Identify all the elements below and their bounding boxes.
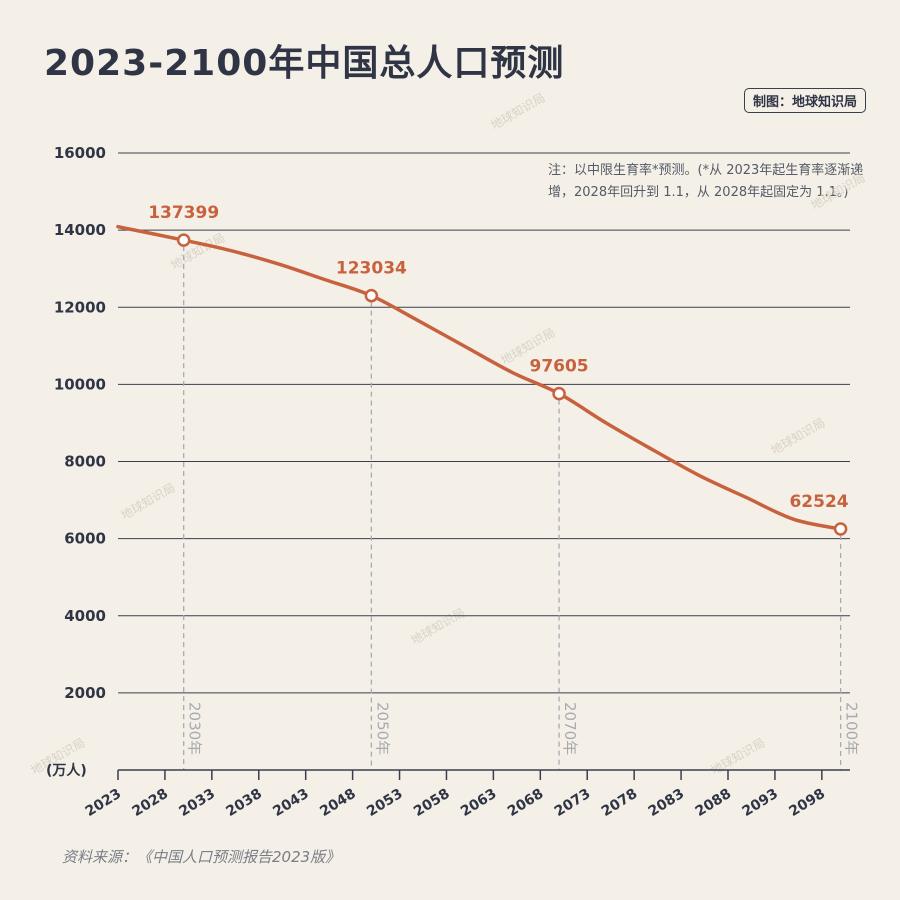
x-tick-label: 2063	[458, 786, 500, 820]
population-series-line	[116, 224, 843, 531]
x-tick-label: 2093	[740, 786, 782, 820]
x-tick-label: 2028	[130, 786, 172, 820]
credit-badge: 制图：地球知识局	[743, 88, 866, 113]
y-unit-label: (万人)	[46, 762, 87, 779]
data-markers: 137399 123034 97605 62524	[148, 203, 849, 536]
x-axis: 2023 2028 2033 2038 2043 2048 2053 2058 2063 2068…	[83, 769, 850, 820]
data-label: 62524	[789, 492, 848, 512]
x-tick-label: 2073	[552, 786, 594, 820]
y-axis-ticks: 2000 4000 6000 8000 10000 12000 14000 16000 (万人)	[46, 144, 106, 779]
watermark-text: 地球知识局	[119, 480, 178, 522]
watermark-text: 地球知识局	[809, 170, 868, 212]
data-label: 123034	[336, 259, 407, 279]
x-tick-label: 2078	[599, 786, 641, 820]
x-tick-label: 2023	[83, 786, 125, 820]
x-tick-label: 2053	[364, 786, 406, 820]
x-tick-label: 2043	[270, 786, 312, 820]
x-tick-label: 2098	[786, 786, 828, 820]
source-note: 资料来源：《中国人口预测报告2023版》	[62, 848, 341, 866]
y-tick-label: 8000	[64, 453, 106, 471]
marker-year-label: 2070年	[561, 702, 579, 755]
data-label: 137399	[148, 203, 219, 223]
x-tick-label: 2058	[411, 786, 453, 820]
x-tick-label: 2088	[693, 786, 735, 820]
y-tick-label: 14000	[54, 221, 106, 239]
data-marker	[552, 386, 566, 401]
watermark-text: 地球知识局	[409, 605, 468, 647]
y-tick-label: 12000	[54, 298, 106, 316]
x-tick-label: 2033	[176, 786, 218, 820]
y-tick-label: 2000	[64, 684, 106, 702]
marker-guides: 2030年 2050年 2070年 2100年	[183, 246, 861, 770]
marker-year-label: 2030年	[186, 702, 204, 755]
x-tick-label: 2068	[505, 786, 547, 820]
y-tick-label: 10000	[54, 375, 106, 393]
y-tick-label: 16000	[54, 144, 106, 162]
marker-year-label: 2100年	[843, 702, 861, 755]
y-tick-label: 6000	[64, 530, 106, 548]
watermark-text: 地球知识局	[169, 230, 228, 272]
data-marker	[364, 288, 379, 303]
series-line	[116, 224, 843, 531]
watermark-text: 地球知识局	[489, 90, 548, 132]
data-marker	[176, 233, 191, 247]
grid-lines	[118, 152, 850, 694]
chart-title: 2023-2100年中国总人口预测	[44, 43, 565, 84]
chart-note: 注：以中限生育率*预测。(*从 2023年起生育率逐渐递增，2028年回升到 1…	[548, 163, 864, 200]
watermark-text: 地球知识局	[709, 735, 768, 777]
marker-year-label: 2050年	[373, 702, 391, 755]
x-tick-label: 2038	[223, 786, 265, 820]
watermark-text: 地球知识局	[769, 415, 828, 457]
data-label: 97605	[529, 357, 588, 377]
y-tick-label: 4000	[64, 607, 106, 625]
x-tick-label: 2048	[317, 786, 359, 820]
data-marker	[833, 522, 848, 536]
x-tick-label: 2083	[646, 786, 688, 820]
